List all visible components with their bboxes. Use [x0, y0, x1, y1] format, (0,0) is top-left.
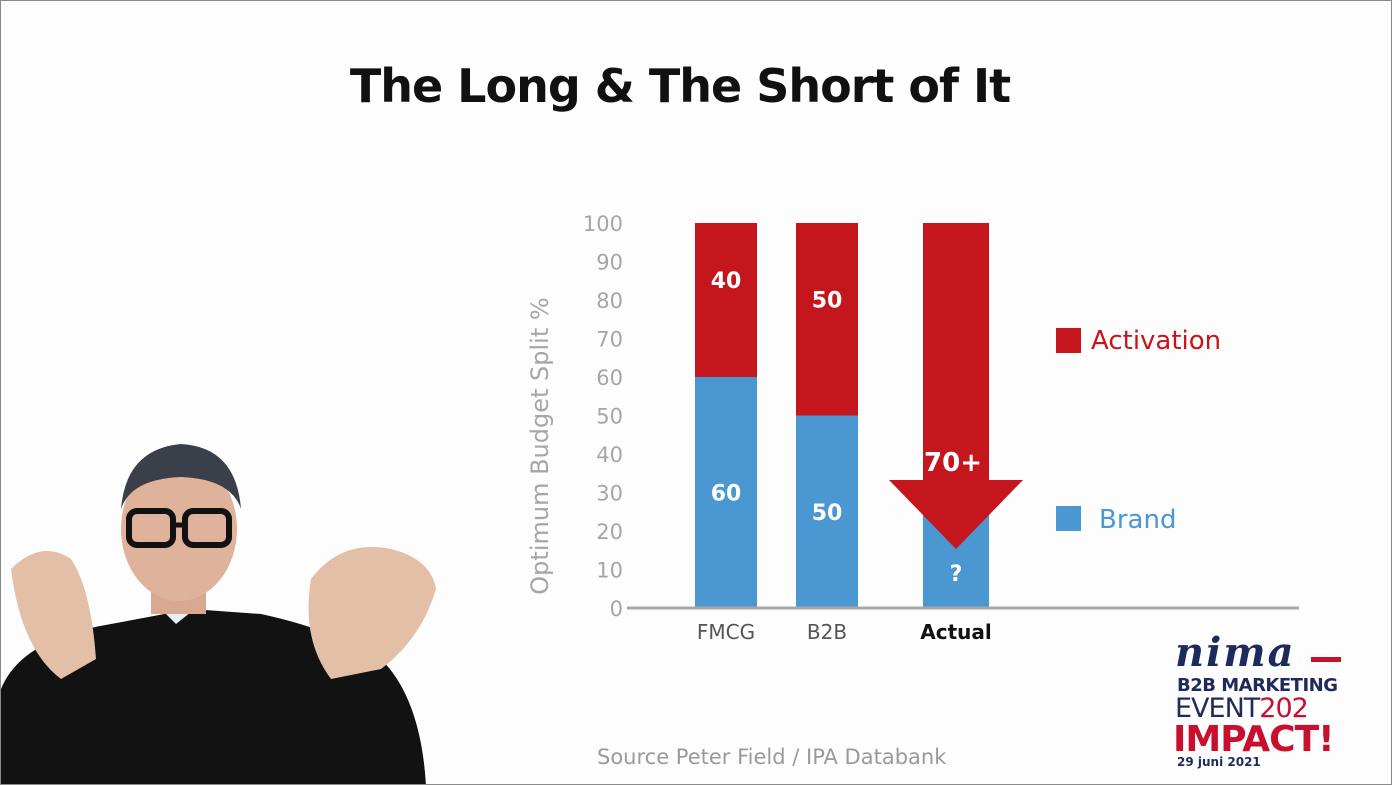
data-label-activation-actual: 70+: [924, 448, 982, 478]
data-label-activation-b2b: 50: [812, 288, 843, 313]
bar-activation-fmcg: [695, 223, 757, 377]
logo-line1: B2B MARKETING: [1177, 675, 1338, 696]
logo-line2: EVENT202: [1175, 693, 1309, 724]
y-tick-label-30: 30: [596, 482, 623, 506]
bar-brand-b2b: [796, 415, 858, 608]
y-tick-label-10: 10: [596, 559, 623, 583]
y-tick-label-100: 100: [583, 212, 623, 236]
data-label-brand-fmcg: 60: [711, 482, 742, 507]
y-tick-label-20: 20: [596, 520, 623, 544]
legend-swatch-brand: [1056, 506, 1081, 531]
logo-line3: IMPACT!: [1173, 719, 1335, 760]
x-tick-label-fmcg: FMCG: [697, 620, 755, 644]
y-tick-label-80: 80: [596, 289, 623, 313]
data-label-activation-fmcg: 40: [711, 269, 742, 294]
logo-accent-bar: [1311, 657, 1341, 662]
bar-activation-b2b: [796, 223, 858, 416]
bar-brand-fmcg: [695, 377, 757, 608]
y-tick-label-90: 90: [596, 251, 623, 275]
source-caption: Source Peter Field / IPA Databank: [597, 745, 947, 769]
y-tick-label-50: 50: [596, 405, 623, 429]
y-axis-title: Optimum Budget Split %: [526, 297, 554, 594]
y-tick-label-40: 40: [596, 443, 623, 467]
logo-line2-year: 202: [1259, 693, 1309, 724]
logo-brand: nima: [1175, 629, 1296, 676]
y-tick-label-0: 0: [610, 597, 623, 621]
x-tick-label-actual: Actual: [920, 620, 991, 644]
y-tick-label-60: 60: [596, 366, 623, 390]
data-label-brand-b2b: 50: [812, 501, 843, 526]
legend-label-brand: Brand: [1099, 505, 1176, 535]
nima-event-logo: nima B2B MARKETING EVENT202 IMPACT! 29 j…: [1171, 629, 1371, 779]
x-tick-label-b2b: B2B: [807, 620, 847, 644]
legend-label-activation: Activation: [1091, 326, 1221, 356]
bar-activation-actual: [923, 223, 989, 512]
y-tick-label-70: 70: [596, 328, 623, 352]
logo-line2-event: EVENT: [1175, 693, 1260, 724]
slide-title: The Long & The Short of It: [349, 59, 1011, 113]
legend-swatch-activation: [1056, 328, 1081, 353]
logo-date: 29 juni 2021: [1177, 755, 1261, 769]
speaker-webcam-figure: [1, 444, 436, 784]
down-arrow-annotation: [889, 480, 1023, 549]
data-label-brand-actual: ?: [950, 562, 963, 587]
